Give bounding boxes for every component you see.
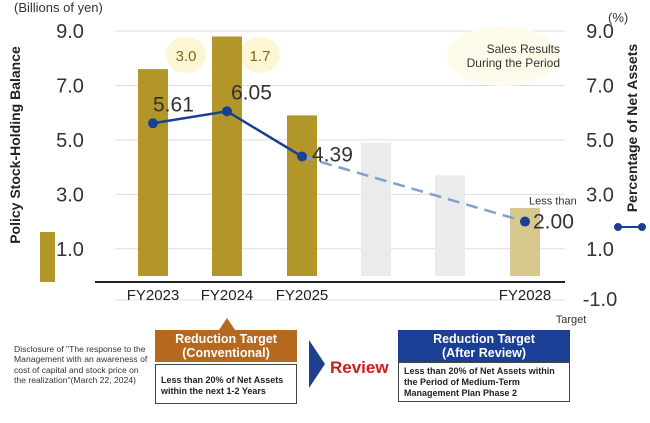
left-tick-label: 5.0 (56, 130, 84, 152)
line-legend-swatch (614, 223, 646, 231)
disclosure-note: Disclosure of "The response to the Manag… (14, 344, 148, 386)
right-tick-label: 5.0 (586, 130, 614, 152)
line-point (222, 106, 232, 117)
right-axis-unit: (%) (608, 10, 629, 25)
sales-bubble (166, 37, 206, 73)
category-label: FY2025 (276, 287, 329, 304)
right-axis-title: Percentage of Net Assets (624, 43, 640, 213)
right-tick-label: 1.0 (586, 239, 614, 261)
bar (138, 69, 168, 276)
category-label: FY2024 (201, 287, 254, 304)
line-segment (226, 110, 303, 158)
sales-result-label: 3.0 (176, 48, 197, 65)
line-point (148, 118, 158, 129)
conventional-target-title: Reduction Target (Conventional) (155, 330, 297, 362)
left-tick-label: 7.0 (56, 75, 84, 97)
bar-legend-swatch (40, 232, 55, 282)
line-segment (152, 110, 228, 125)
bar (212, 36, 242, 276)
review-label: Review (330, 358, 389, 377)
review-arrow-icon (309, 340, 325, 388)
line-value-prefix: Less than (529, 196, 577, 208)
line-point (297, 151, 307, 162)
line-value-label: 6.05 (231, 81, 272, 104)
revised-target-body: Less than 20% of Net Assets within the P… (398, 362, 570, 402)
sales-results-note: Sales Results During the Period (466, 42, 560, 70)
line-point (520, 216, 530, 227)
right-tick-label: -1.0 (583, 289, 617, 311)
left-tick-label: 9.0 (56, 21, 84, 43)
bar (361, 142, 391, 276)
sales-result-label: 1.7 (250, 48, 271, 65)
left-axis-unit: (Billions of yen) (14, 0, 103, 15)
left-tick-label: 1.0 (56, 239, 84, 261)
right-tick-label: 3.0 (586, 184, 614, 206)
bar (435, 175, 465, 276)
line-segment (301, 155, 526, 223)
sales-bubble (240, 37, 280, 73)
box1-pointer (219, 318, 235, 330)
right-tick-label: 7.0 (586, 75, 614, 97)
line-value-label: 5.61 (153, 93, 194, 116)
sales-results-bubble (447, 26, 559, 86)
left-axis-title: Policy Stock-Holding Balance (7, 46, 23, 244)
right-tick-label: 9.0 (586, 21, 614, 43)
category-label: FY2023 (127, 287, 180, 304)
category-label: FY2028 (499, 287, 552, 304)
left-tick-label: 3.0 (56, 184, 84, 206)
revised-target-title: Reduction Target (After Review) (398, 330, 570, 362)
conventional-target-body: Less than 20% of Net Assets within the n… (155, 364, 297, 404)
target-label: Target (556, 314, 587, 326)
bar (287, 115, 317, 276)
line-value-label: 4.39 (312, 143, 353, 166)
line-value-label: 2.00 (533, 211, 574, 234)
